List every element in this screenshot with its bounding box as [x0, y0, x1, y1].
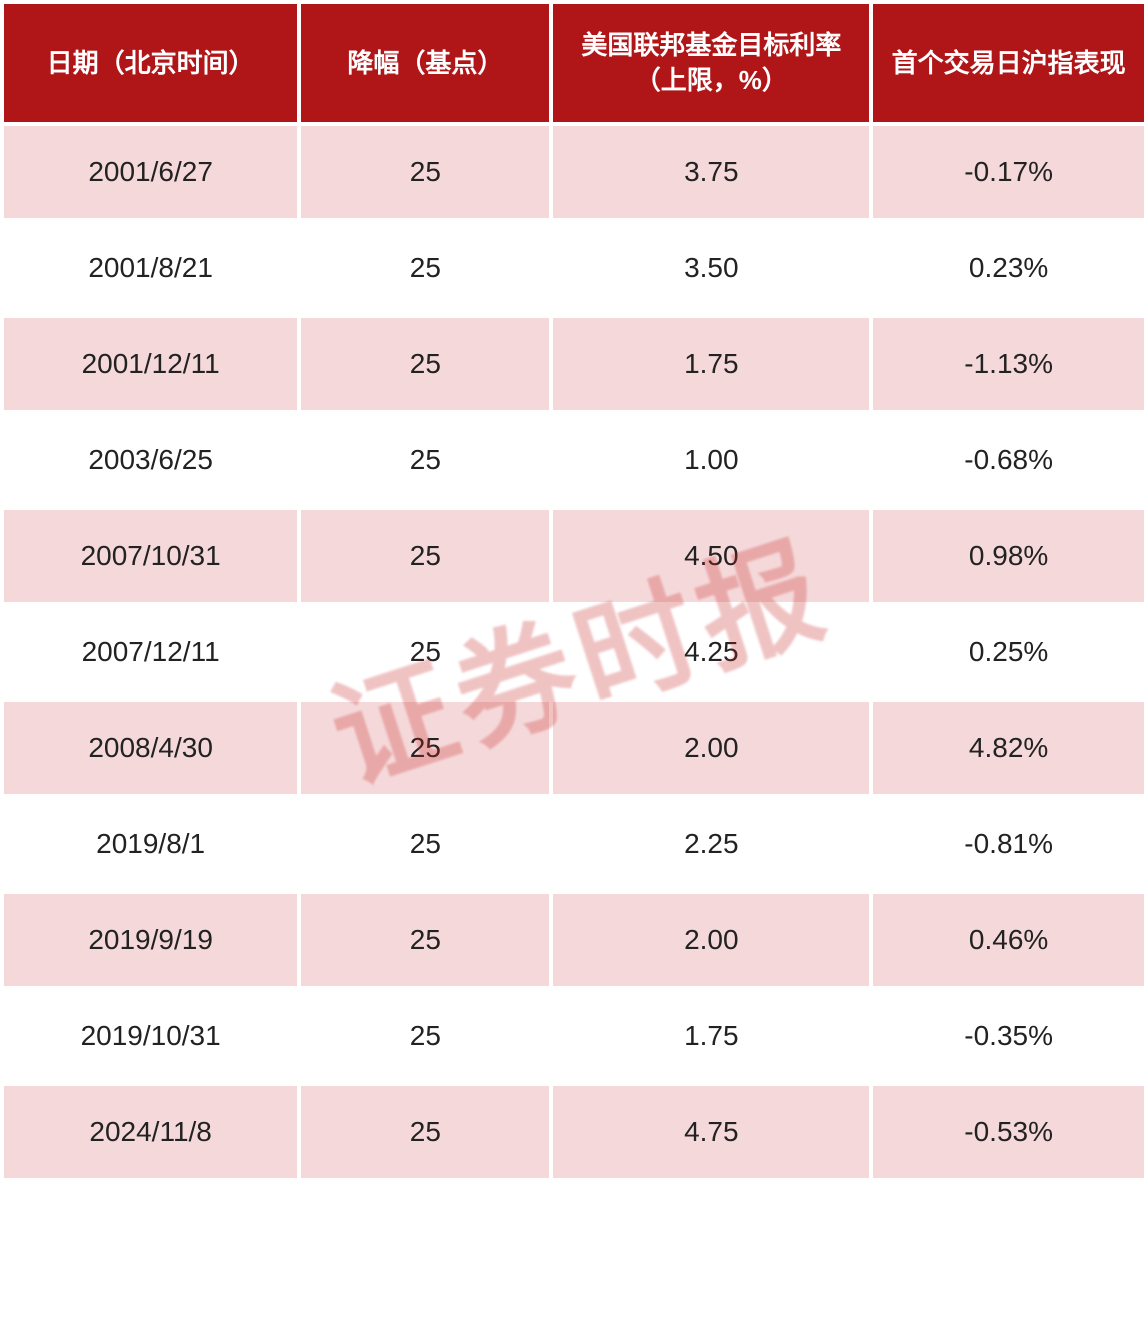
- cell-perf: -0.68%: [873, 414, 1144, 506]
- cell-date: 2008/4/30: [4, 702, 297, 794]
- cell-perf: -0.17%: [873, 126, 1144, 218]
- cell-cut: 25: [301, 510, 549, 602]
- table-row: 2007/12/11 25 4.25 0.25%: [4, 606, 1144, 698]
- table-body: 2001/6/27 25 3.75 -0.17% 2001/8/21 25 3.…: [4, 126, 1144, 1178]
- col-header-shindex: 首个交易日沪指表现: [873, 4, 1144, 122]
- cell-perf: 4.82%: [873, 702, 1144, 794]
- cell-cut: 25: [301, 414, 549, 506]
- cell-rate: 2.00: [553, 894, 869, 986]
- rate-cut-table: 日期（北京时间） 降幅（基点） 美国联邦基金目标利率（上限，%） 首个交易日沪指…: [0, 0, 1148, 1182]
- cell-date: 2019/10/31: [4, 990, 297, 1082]
- cell-rate: 1.75: [553, 318, 869, 410]
- cell-cut: 25: [301, 606, 549, 698]
- cell-date: 2007/10/31: [4, 510, 297, 602]
- table-row: 2008/4/30 25 2.00 4.82%: [4, 702, 1144, 794]
- col-header-cut: 降幅（基点）: [301, 4, 549, 122]
- cell-cut: 25: [301, 990, 549, 1082]
- table-row: 2019/8/1 25 2.25 -0.81%: [4, 798, 1144, 890]
- cell-rate: 3.75: [553, 126, 869, 218]
- table-row: 2001/8/21 25 3.50 0.23%: [4, 222, 1144, 314]
- cell-cut: 25: [301, 1086, 549, 1178]
- table-row: 2024/11/8 25 4.75 -0.53%: [4, 1086, 1144, 1178]
- cell-perf: 0.25%: [873, 606, 1144, 698]
- cell-perf: -0.35%: [873, 990, 1144, 1082]
- cell-date: 2001/8/21: [4, 222, 297, 314]
- cell-perf: 0.98%: [873, 510, 1144, 602]
- cell-cut: 25: [301, 318, 549, 410]
- table-row: 2019/10/31 25 1.75 -0.35%: [4, 990, 1144, 1082]
- cell-date: 2024/11/8: [4, 1086, 297, 1178]
- cell-cut: 25: [301, 798, 549, 890]
- cell-perf: 0.23%: [873, 222, 1144, 314]
- table-header: 日期（北京时间） 降幅（基点） 美国联邦基金目标利率（上限，%） 首个交易日沪指…: [4, 4, 1144, 122]
- cell-perf: -0.53%: [873, 1086, 1144, 1178]
- cell-rate: 4.50: [553, 510, 869, 602]
- table-row: 2003/6/25 25 1.00 -0.68%: [4, 414, 1144, 506]
- rate-cut-table-wrap: 日期（北京时间） 降幅（基点） 美国联邦基金目标利率（上限，%） 首个交易日沪指…: [0, 0, 1148, 1182]
- cell-date: 2019/8/1: [4, 798, 297, 890]
- cell-date: 2003/6/25: [4, 414, 297, 506]
- cell-rate: 4.25: [553, 606, 869, 698]
- cell-cut: 25: [301, 894, 549, 986]
- cell-rate: 1.75: [553, 990, 869, 1082]
- cell-perf: -1.13%: [873, 318, 1144, 410]
- cell-cut: 25: [301, 702, 549, 794]
- cell-perf: -0.81%: [873, 798, 1144, 890]
- table-row: 2007/10/31 25 4.50 0.98%: [4, 510, 1144, 602]
- cell-rate: 2.00: [553, 702, 869, 794]
- table-row: 2001/6/27 25 3.75 -0.17%: [4, 126, 1144, 218]
- col-header-rate: 美国联邦基金目标利率（上限，%）: [553, 4, 869, 122]
- cell-date: 2019/9/19: [4, 894, 297, 986]
- cell-rate: 1.00: [553, 414, 869, 506]
- cell-date: 2001/12/11: [4, 318, 297, 410]
- cell-rate: 3.50: [553, 222, 869, 314]
- cell-cut: 25: [301, 126, 549, 218]
- cell-perf: 0.46%: [873, 894, 1144, 986]
- col-header-date: 日期（北京时间）: [4, 4, 297, 122]
- cell-rate: 4.75: [553, 1086, 869, 1178]
- cell-date: 2007/12/11: [4, 606, 297, 698]
- table-row: 2001/12/11 25 1.75 -1.13%: [4, 318, 1144, 410]
- cell-date: 2001/6/27: [4, 126, 297, 218]
- table-row: 2019/9/19 25 2.00 0.46%: [4, 894, 1144, 986]
- cell-cut: 25: [301, 222, 549, 314]
- cell-rate: 2.25: [553, 798, 869, 890]
